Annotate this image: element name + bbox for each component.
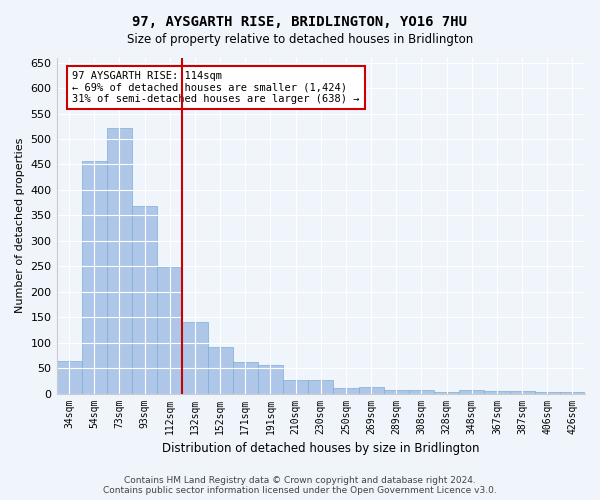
Bar (484, 390, 509, 394)
Text: Size of property relative to detached houses in Bridlington: Size of property relative to detached ho… (127, 32, 473, 46)
Text: Contains HM Land Registry data © Crown copyright and database right 2024.
Contai: Contains HM Land Registry data © Crown c… (103, 476, 497, 495)
Text: 97 AYSGARTH RISE: 114sqm
← 69% of detached houses are smaller (1,424)
31% of sem: 97 AYSGARTH RISE: 114sqm ← 69% of detach… (73, 71, 360, 104)
Bar (258, 365, 283, 394)
Bar (157, 267, 182, 394)
Bar (535, 392, 560, 394)
Bar (182, 322, 208, 394)
Bar (459, 390, 484, 394)
Bar (383, 390, 409, 394)
Bar (56, 362, 82, 394)
Bar (434, 392, 459, 394)
Bar (359, 387, 383, 394)
Bar (82, 162, 107, 394)
Bar (233, 362, 258, 394)
X-axis label: Distribution of detached houses by size in Bridlington: Distribution of detached houses by size … (162, 442, 479, 455)
Bar (308, 380, 334, 394)
Bar (560, 392, 585, 394)
Bar (409, 390, 434, 394)
Bar (208, 346, 233, 394)
Bar (132, 206, 157, 394)
Bar (283, 380, 308, 394)
Bar (334, 388, 359, 394)
Bar (107, 128, 132, 394)
Bar (509, 391, 535, 394)
Text: 97, AYSGARTH RISE, BRIDLINGTON, YO16 7HU: 97, AYSGARTH RISE, BRIDLINGTON, YO16 7HU (133, 15, 467, 29)
Y-axis label: Number of detached properties: Number of detached properties (15, 138, 25, 313)
